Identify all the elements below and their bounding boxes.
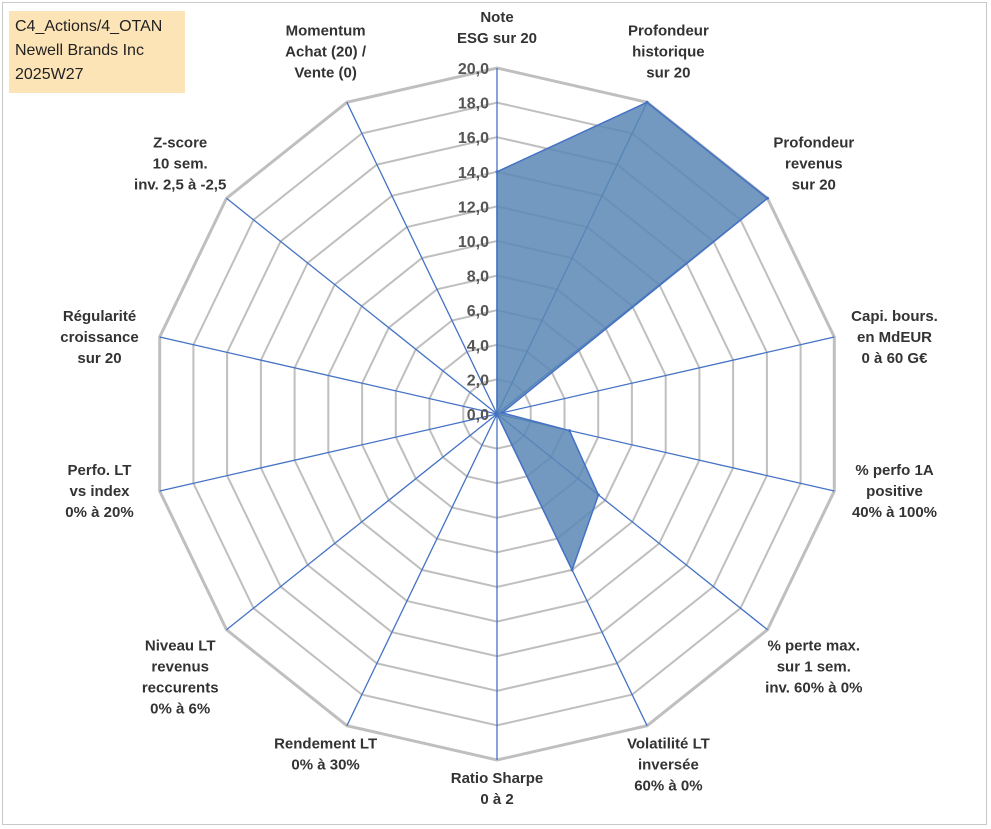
radar-tick-label: 12,0: [458, 199, 489, 216]
radar-axis-label: Profondeur revenus sur 20: [773, 134, 854, 193]
radar-series: [495, 100, 769, 572]
info-box: C4_Actions/4_OTAN Newell Brands Inc 2025…: [9, 11, 185, 93]
radar-tick-label: 4,0: [467, 338, 489, 355]
radar-axis-label: Perfo. LT vs index 0% à 20%: [65, 462, 133, 521]
radar-data-point: [568, 429, 571, 433]
radar-tick-label: 2,0: [467, 372, 489, 389]
radar-data-point: [766, 196, 769, 200]
radar-spoke: [226, 413, 498, 631]
info-line-week: 2025W27: [15, 66, 84, 83]
radar-tick-label: 0,0: [467, 407, 489, 424]
radar-axis-label: % perte max. sur 1 sem. inv. 60% à 0%: [765, 638, 862, 697]
radar-data-point: [645, 100, 649, 104]
radar-spoke: [346, 413, 498, 726]
radar-axis-label: Note ESG sur 20: [457, 9, 537, 47]
radar-axis-label: Volatilité LT inversée 60% à 0%: [627, 736, 710, 795]
radar-axis-label: Niveau LT revenus reccurents 0% à 6%: [142, 638, 219, 718]
radar-spoke: [159, 413, 498, 492]
radar-axis-label: Rendement LT 0% à 30%: [274, 736, 377, 774]
radar-series-area: [496, 101, 769, 572]
radar-spoke: [159, 336, 498, 415]
radar-axis-labels: Note ESG sur 20 Profondeur historique sur 20…: [60, 9, 938, 808]
info-line-company: Newell Brands Inc: [15, 42, 144, 59]
radar-spoke: [496, 336, 835, 415]
radar-axis-label: Capi. bours. en MdEUR 0 à 60 G€: [851, 308, 938, 367]
radar-tick-label: 14,0: [458, 165, 489, 182]
radar-tick-label: 18,0: [458, 96, 489, 113]
radar-axis-label: Momentum Achat (20) / Vente (0): [285, 22, 367, 81]
radar-spoke: [346, 102, 498, 415]
radar-data-point: [500, 411, 504, 415]
radar-axis-label: Régularité croissance sur 20: [60, 308, 138, 367]
radar-axis-label: Ratio Sharpe 0 à 2: [451, 770, 544, 808]
radar-tick-label: 6,0: [467, 303, 489, 320]
radar-data-point: [495, 412, 499, 416]
radar-tick-label: 10,0: [458, 234, 489, 251]
radar-tick-label: 16,0: [458, 130, 489, 147]
radar-axis-label: % perfo 1A positive 40% à 100%: [852, 462, 937, 521]
radar-tick-label: 20,0: [458, 61, 489, 78]
info-line-category: C4_Actions/4_OTAN: [15, 18, 163, 35]
radar-axis-label: Z-score 10 sem. inv. 2,5 à -2,5: [134, 134, 226, 193]
radar-tick-labels: 0,0 2,0 4,0 6,0 8,0 10,0 12,0 14,0 16,0 18,0 20,0: [458, 61, 489, 424]
radar-data-point: [570, 568, 574, 572]
radar-tick-label: 8,0: [467, 269, 489, 286]
radar-spoke: [226, 197, 498, 415]
radar-data-point: [495, 170, 499, 174]
radar-axis-label: Profondeur historique sur 20: [628, 22, 709, 81]
radar-data-point: [596, 493, 600, 497]
